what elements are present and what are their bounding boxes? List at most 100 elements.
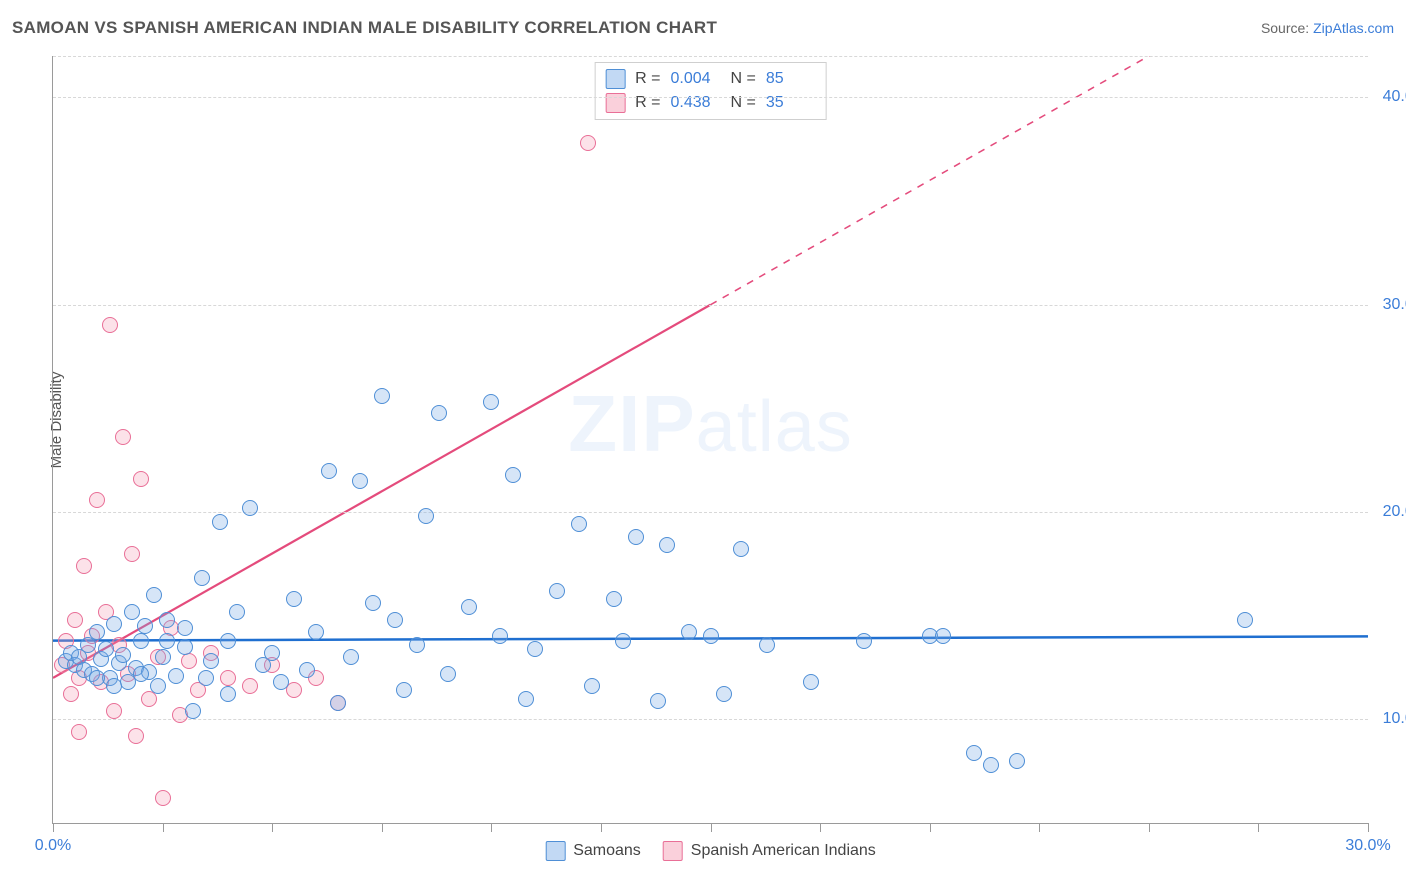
plot-area: ZIPatlas R = 0.004 N = 85 R = 0.438 N = … xyxy=(52,56,1368,824)
ytick-label: 20.0% xyxy=(1373,503,1406,521)
xtick xyxy=(601,823,602,832)
data-point xyxy=(220,670,236,686)
data-point xyxy=(159,633,175,649)
data-point xyxy=(580,135,596,151)
xtick xyxy=(272,823,273,832)
r-label: R = xyxy=(635,91,660,115)
data-point xyxy=(98,641,114,657)
gridline-h xyxy=(53,56,1368,57)
trend-lines xyxy=(53,56,1368,823)
ytick-label: 10.0% xyxy=(1373,710,1406,728)
legend-correlation: R = 0.004 N = 85 R = 0.438 N = 35 xyxy=(594,62,827,120)
data-point xyxy=(106,703,122,719)
r-label: R = xyxy=(635,67,660,91)
legend-row-pink: R = 0.438 N = 35 xyxy=(605,91,816,115)
data-point xyxy=(505,467,521,483)
source-label: Source: xyxy=(1261,20,1313,36)
data-point xyxy=(527,641,543,657)
data-point xyxy=(352,473,368,489)
ytick-label: 40.0% xyxy=(1373,88,1406,106)
data-point xyxy=(220,633,236,649)
data-point xyxy=(759,637,775,653)
data-point xyxy=(659,537,675,553)
data-point xyxy=(242,500,258,516)
data-point xyxy=(716,686,732,702)
legend-item-samoans: Samoans xyxy=(545,841,641,861)
data-point xyxy=(106,616,122,632)
xtick xyxy=(930,823,931,832)
data-point xyxy=(308,624,324,640)
data-point xyxy=(330,695,346,711)
data-point xyxy=(264,645,280,661)
data-point xyxy=(155,649,171,665)
data-point xyxy=(229,604,245,620)
data-point xyxy=(115,647,131,663)
data-point xyxy=(803,674,819,690)
data-point xyxy=(733,541,749,557)
xtick xyxy=(1258,823,1259,832)
data-point xyxy=(242,678,258,694)
swatch-blue xyxy=(545,841,565,861)
data-point xyxy=(168,668,184,684)
data-point xyxy=(133,471,149,487)
swatch-pink xyxy=(663,841,683,861)
data-point xyxy=(177,639,193,655)
data-point xyxy=(703,628,719,644)
data-point xyxy=(146,587,162,603)
r-value-pink: 0.438 xyxy=(671,91,721,115)
gridline-h xyxy=(53,97,1368,98)
data-point xyxy=(431,405,447,421)
data-point xyxy=(615,633,631,649)
ytick-label: 30.0% xyxy=(1373,296,1406,314)
data-point xyxy=(124,604,140,620)
chart-title: SAMOAN VS SPANISH AMERICAN INDIAN MALE D… xyxy=(12,18,717,38)
data-point xyxy=(185,703,201,719)
data-point xyxy=(343,649,359,665)
xtick-label: 30.0% xyxy=(1345,837,1390,855)
data-point xyxy=(198,670,214,686)
data-point xyxy=(286,591,302,607)
data-point xyxy=(89,624,105,640)
data-point xyxy=(115,429,131,445)
legend-label: Samoans xyxy=(573,842,641,860)
data-point xyxy=(194,570,210,586)
legend-label: Spanish American Indians xyxy=(691,842,876,860)
data-point xyxy=(628,529,644,545)
data-point xyxy=(133,633,149,649)
watermark-bold: ZIP xyxy=(568,379,695,468)
data-point xyxy=(856,633,872,649)
data-point xyxy=(220,686,236,702)
n-label: N = xyxy=(731,67,756,91)
data-point xyxy=(584,678,600,694)
data-point xyxy=(89,492,105,508)
data-point xyxy=(571,516,587,532)
n-value-pink: 35 xyxy=(766,91,816,115)
source-link[interactable]: ZipAtlas.com xyxy=(1313,20,1394,36)
data-point xyxy=(681,624,697,640)
data-point xyxy=(71,724,87,740)
data-point xyxy=(212,514,228,530)
data-point xyxy=(89,670,105,686)
data-point xyxy=(181,653,197,669)
data-point xyxy=(155,790,171,806)
swatch-pink xyxy=(605,93,625,113)
data-point xyxy=(76,558,92,574)
data-point xyxy=(299,662,315,678)
legend-item-spanish-american-indians: Spanish American Indians xyxy=(663,841,876,861)
data-point xyxy=(137,618,153,634)
xtick xyxy=(163,823,164,832)
n-value-blue: 85 xyxy=(766,67,816,91)
data-point xyxy=(321,463,337,479)
xtick xyxy=(1149,823,1150,832)
data-point xyxy=(365,595,381,611)
xtick xyxy=(1368,823,1369,832)
watermark: ZIPatlas xyxy=(568,378,853,470)
xtick xyxy=(53,823,54,832)
data-point xyxy=(159,612,175,628)
data-point xyxy=(935,628,951,644)
xtick xyxy=(491,823,492,832)
data-point xyxy=(374,388,390,404)
data-point xyxy=(983,757,999,773)
gridline-h xyxy=(53,305,1368,306)
data-point xyxy=(1009,753,1025,769)
